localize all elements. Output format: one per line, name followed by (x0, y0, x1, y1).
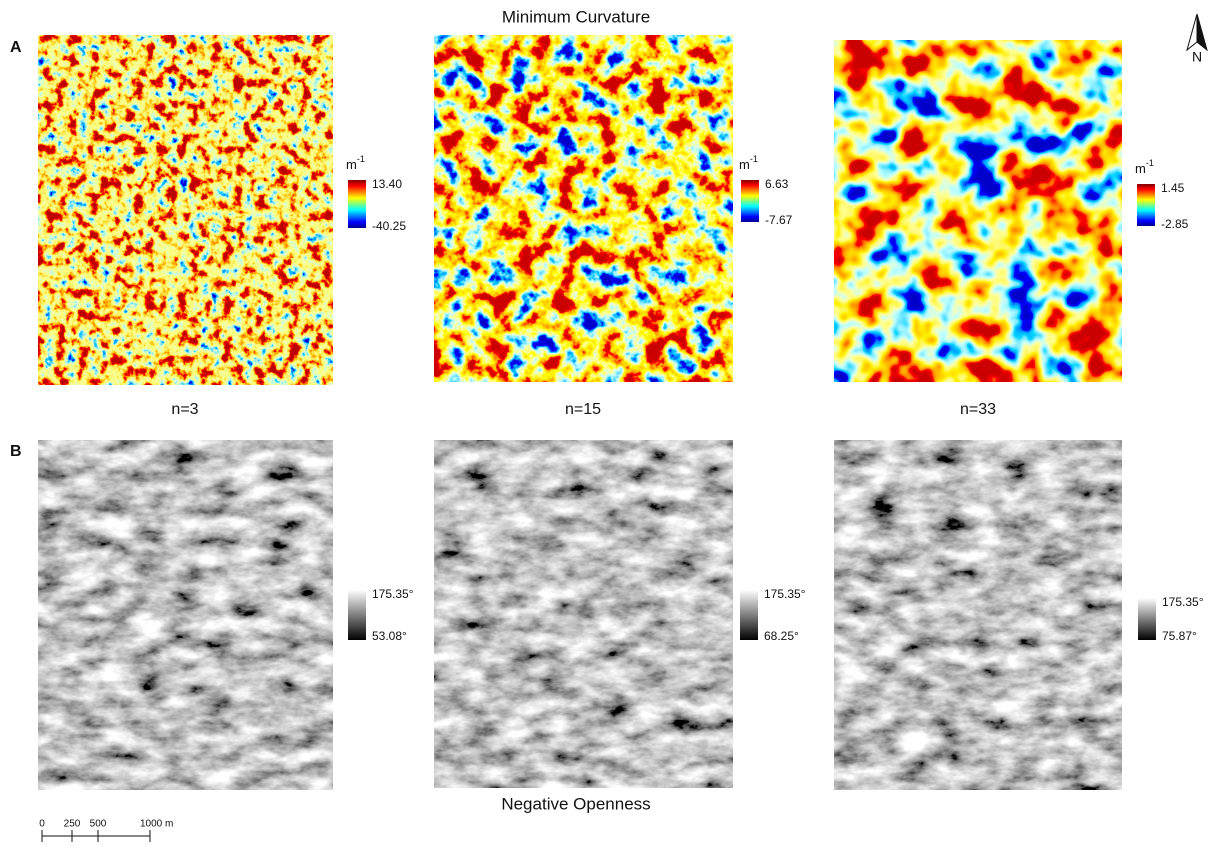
colorbar (1138, 598, 1156, 640)
colorbar (1137, 184, 1155, 226)
unit: m (346, 157, 357, 172)
colorbar-max: 6.63 (765, 177, 789, 191)
scale-bar: 0 250 500 1000 m (39, 819, 173, 842)
colorbar (741, 180, 759, 222)
window-size-label: n=3 (171, 401, 198, 418)
scale-label: 1000 m (140, 819, 173, 830)
panel-label: B (10, 443, 22, 460)
unit: m (739, 157, 750, 172)
unit-label: m-1 (739, 154, 758, 172)
panel-label: A (10, 39, 22, 56)
figure: Minimum Curvature Negative Openness A B … (0, 0, 1216, 842)
colorbar (348, 590, 366, 640)
colorbar (740, 590, 758, 640)
colorbar-max: 175.35° (1162, 595, 1204, 609)
unit-label: m-1 (1135, 158, 1154, 176)
curvature-map (834, 40, 1122, 382)
colorbar-max: 13.40 (372, 177, 402, 191)
north-arrow: N (1187, 14, 1207, 65)
openness-map (834, 440, 1122, 790)
north-label: N (1192, 49, 1202, 65)
colorbar-min: -2.85 (1161, 217, 1189, 231)
colorbar (348, 180, 366, 228)
bottom-title: Negative Openness (501, 794, 650, 813)
unit-exponent: -1 (1146, 158, 1154, 168)
colorbar-max: 1.45 (1161, 181, 1185, 195)
colorbar-max: 175.35° (764, 587, 806, 601)
colorbar-min: -40.25 (372, 219, 406, 233)
unit: m (1135, 161, 1146, 176)
openness-map (434, 440, 733, 788)
window-size-label: n=15 (565, 401, 601, 418)
scale-label: 250 (64, 819, 81, 830)
colorbar-min: -7.67 (765, 213, 793, 227)
scale-label: 0 (39, 819, 45, 830)
colorbar-max: 175.35° (372, 587, 414, 601)
unit-exponent: -1 (357, 154, 365, 164)
unit-label: m-1 (346, 154, 365, 172)
window-size-label: n=33 (960, 401, 996, 418)
unit-exponent: -1 (750, 154, 758, 164)
curvature-map (38, 35, 333, 385)
colorbar-min: 75.87° (1162, 629, 1197, 643)
curvature-map (434, 35, 733, 382)
figure-title: Minimum Curvature (502, 7, 650, 26)
openness-map (38, 440, 333, 790)
colorbar-min: 53.08° (372, 629, 407, 643)
scale-label: 500 (90, 819, 107, 830)
colorbar-min: 68.25° (764, 629, 799, 643)
